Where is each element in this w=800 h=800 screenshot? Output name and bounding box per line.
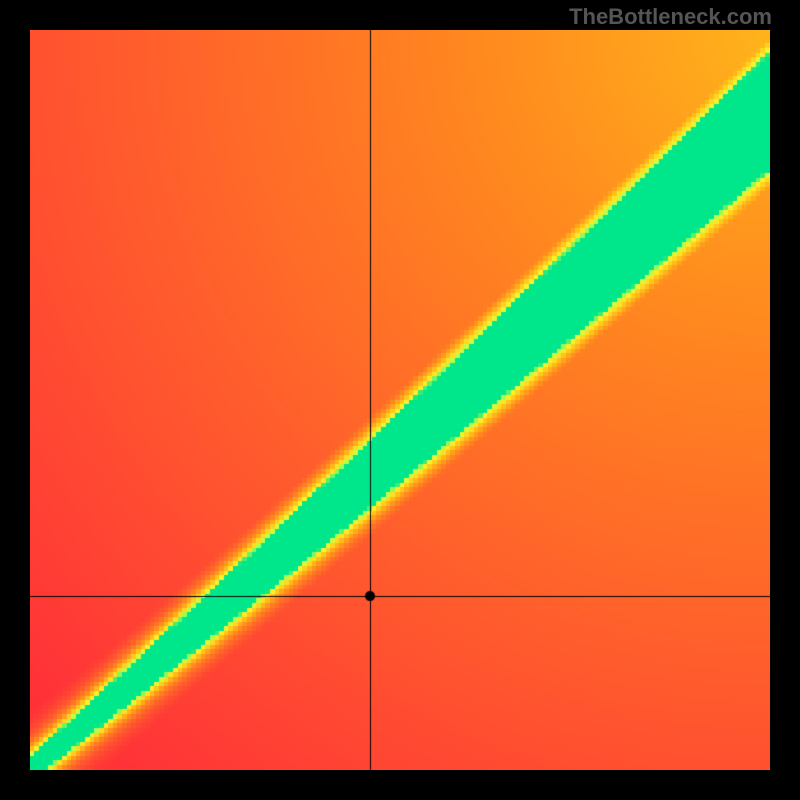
watermark-text: TheBottleneck.com — [569, 4, 772, 30]
chart-container: TheBottleneck.com — [0, 0, 800, 800]
crosshair-overlay — [30, 30, 770, 770]
